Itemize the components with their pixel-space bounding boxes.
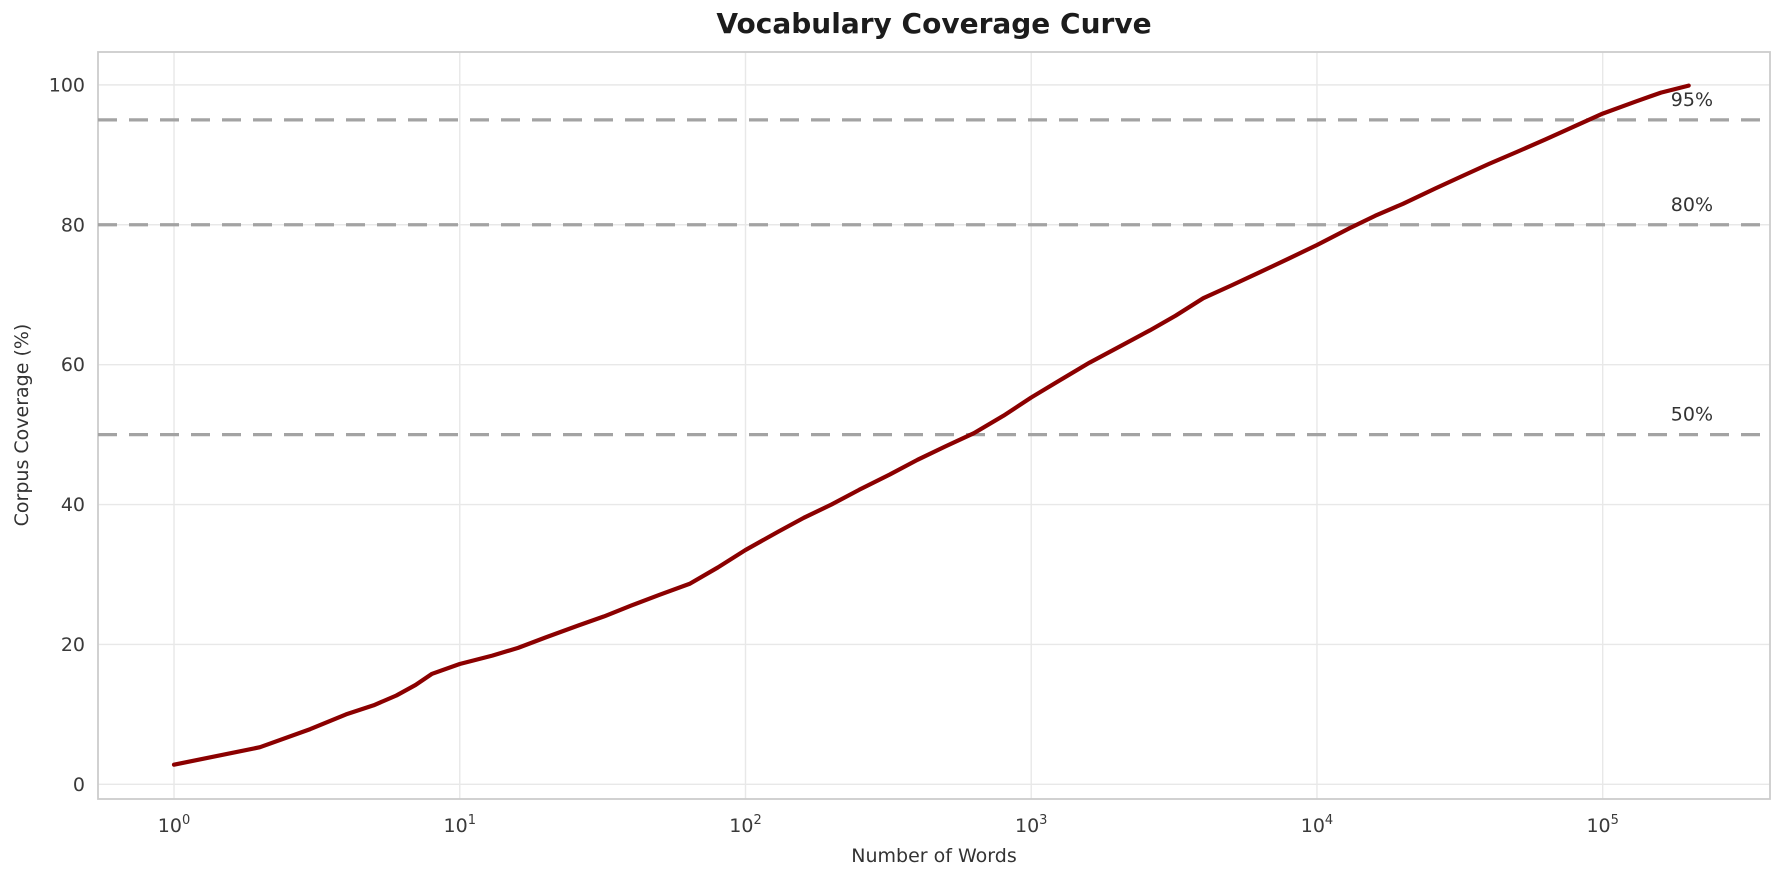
x-tick-label-10e1: 101 [444,813,476,837]
series-layer [171,83,1691,767]
y-tick-label-0: 0 [73,774,85,796]
reference-lines-layer [98,118,1770,437]
x-axis-label: Number of Words [851,845,1016,867]
curve-corpus-coverage [171,83,1691,767]
tick-labels-layer: 0 20 40 60 80 100 100 101 102 103 104 105 [49,74,1619,837]
reference-labels-layer: 50% 80% 95% [1671,89,1713,426]
gridlines-layer [98,52,1770,799]
reference-label-80: 80% [1671,194,1713,216]
y-axis-label: Corpus Coverage (%) [11,324,33,527]
y-tick-label-40: 40 [61,494,85,516]
x-tick-label-10e4: 104 [1301,813,1333,837]
x-tick-label-10e3: 103 [1015,813,1047,837]
x-tick-label-10e5: 105 [1586,813,1618,837]
chart-title: Vocabulary Coverage Curve [716,7,1151,40]
y-tick-label-80: 80 [61,214,85,236]
plot-area-border [97,51,1771,800]
y-tick-label-20: 20 [61,634,85,656]
x-tick-label-10e2: 102 [729,813,761,837]
reference-label-50: 50% [1671,404,1713,426]
reference-label-95: 95% [1671,89,1713,111]
y-tick-label-100: 100 [49,74,85,96]
y-tick-label-60: 60 [61,354,85,376]
x-tick-label-10e0: 100 [158,813,190,837]
